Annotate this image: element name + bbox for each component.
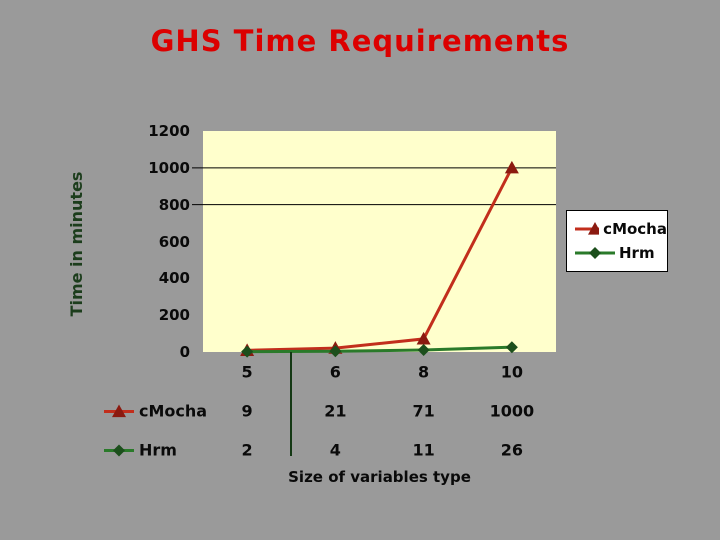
- triangle-icon: [104, 404, 134, 417]
- y-tick-label: 1200: [148, 122, 190, 140]
- table-value: 1000: [489, 401, 535, 421]
- table-value: 21: [324, 401, 347, 421]
- legend-label: Hrm: [619, 244, 655, 262]
- category-label: 10: [500, 362, 524, 382]
- table-value: 11: [412, 440, 435, 460]
- y-tick-label: 200: [158, 306, 190, 325]
- legend-entry-Hrm: Hrm: [575, 244, 667, 262]
- x-axis-title: Size of variables type: [288, 468, 471, 486]
- table-value: 4: [329, 440, 341, 460]
- y-tick-label: 800: [158, 195, 190, 214]
- stray-vertical-line: [290, 352, 292, 456]
- table-value: 26: [500, 440, 524, 460]
- y-tick-label: 400: [158, 269, 190, 288]
- table-value: 2: [241, 440, 253, 460]
- legend: cMocha Hrm: [566, 210, 668, 272]
- category-label: 8: [418, 362, 430, 382]
- table-value: 71: [412, 401, 435, 421]
- diamond-icon: [104, 444, 134, 456]
- diamond-icon: [575, 247, 615, 259]
- table-row-label-cMocha: cMocha: [104, 402, 207, 421]
- legend-label: cMocha: [603, 220, 667, 238]
- series-name: Hrm: [139, 440, 177, 460]
- category-label: 6: [329, 362, 341, 382]
- table-row-label-Hrm: Hrm: [104, 441, 177, 460]
- y-axis-title: Time in minutes: [67, 171, 86, 317]
- legend-entry-cMocha: cMocha: [575, 220, 667, 238]
- y-tick-label: 600: [158, 232, 190, 251]
- y-tick-label: 0: [179, 343, 190, 361]
- category-label: 5: [241, 362, 253, 382]
- series-name: cMocha: [139, 401, 208, 421]
- table-value: 9: [241, 401, 253, 421]
- triangle-icon: [575, 222, 600, 235]
- chart-title: GHS Time Requirements: [150, 24, 570, 58]
- plot-area: [203, 131, 556, 352]
- y-tick-label: 1000: [148, 158, 190, 177]
